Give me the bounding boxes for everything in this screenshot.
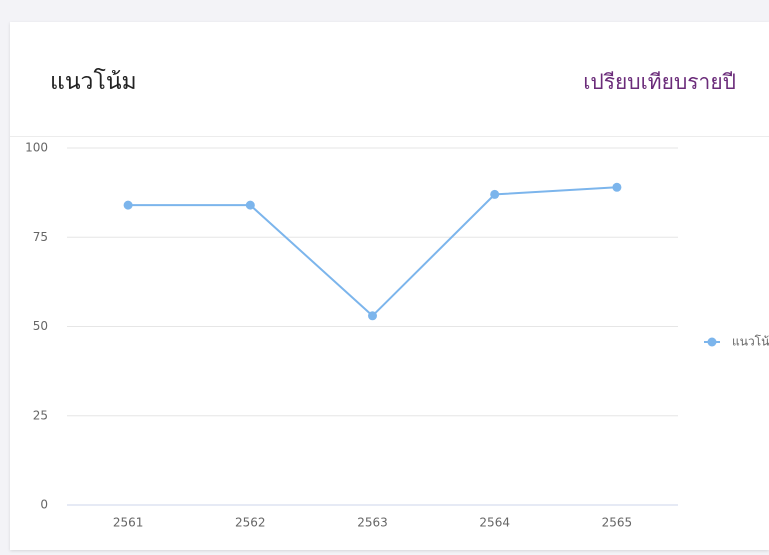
x-tick-label: 2564 [479, 516, 510, 530]
card-title: แนวโน้ม [50, 69, 137, 95]
y-tick-label: 100 [25, 141, 48, 155]
point [245, 200, 255, 210]
y-tick-label: 0 [40, 498, 48, 512]
y-tick-label: 25 [33, 408, 48, 422]
point [123, 200, 133, 210]
x-tick-label: 2561 [113, 516, 144, 530]
chart: 0 25 50 75 100 2561 2562 2563 2564 2565 แนวโน้ม [25, 141, 769, 530]
compare-link[interactable]: เปรียบเทียบรายปี [583, 70, 736, 94]
y-tick-label: 75 [33, 230, 48, 244]
y-tick-label: 50 [33, 319, 48, 333]
card: แนวโน้ม เปรียบเทียบรายปี 0 25 50 75 100 2561 2… [10, 22, 769, 550]
card-header: แนวโน้ม เปรียบเทียบรายปี [10, 22, 769, 137]
line [128, 186, 617, 318]
point [368, 311, 377, 321]
legend-label: แนวโน้ม [732, 335, 769, 349]
x-tick-label: 2562 [235, 516, 266, 530]
point [612, 182, 622, 192]
x-tick-label: 2565 [602, 516, 633, 530]
point [490, 189, 500, 199]
x-tick-label: 2563 [357, 516, 388, 530]
legend-symbol [707, 337, 717, 347]
